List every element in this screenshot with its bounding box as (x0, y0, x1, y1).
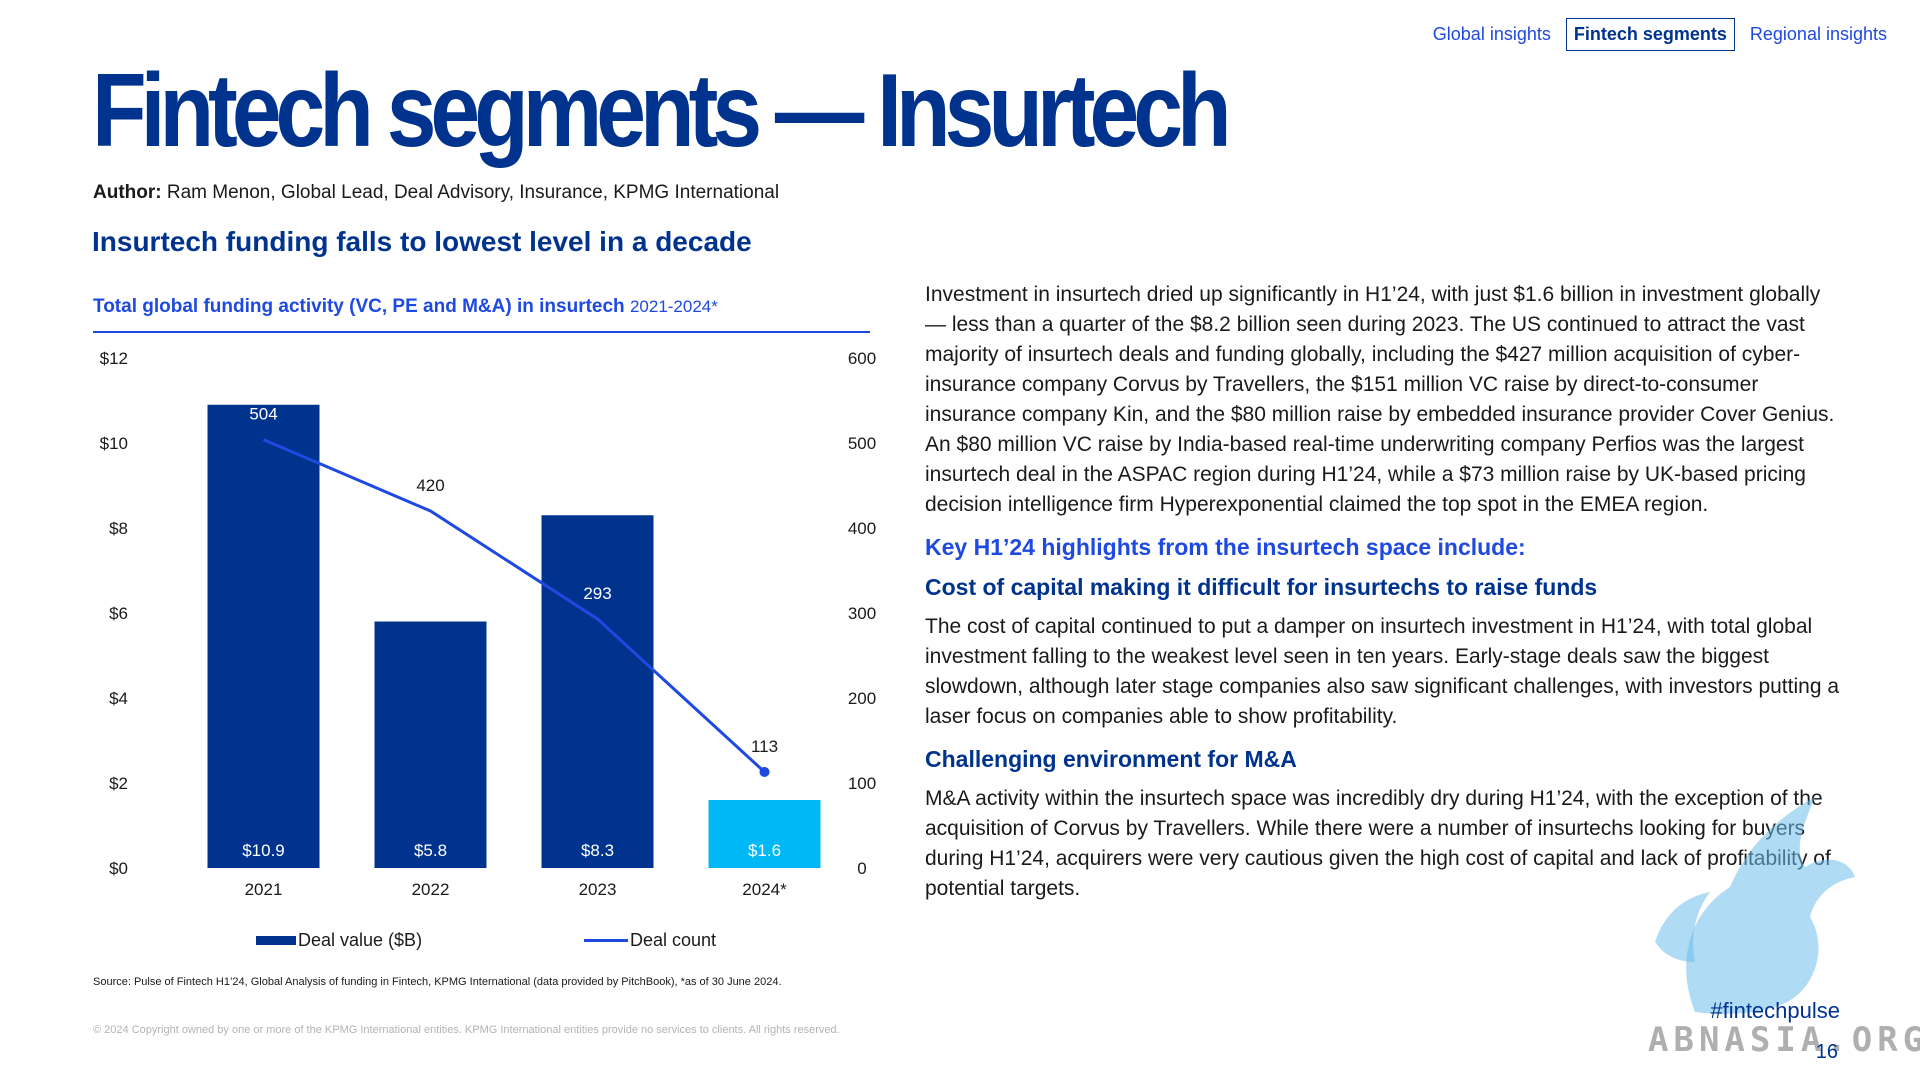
bar-value-label: $8.3 (581, 841, 614, 860)
cost-of-capital-heading: Cost of capital making it difficult for … (925, 574, 1598, 600)
chart-subtitle: 2021-2024* (629, 297, 718, 316)
y-right-tick-label: 300 (848, 604, 876, 623)
chart-title: Total global funding activity (VC, PE an… (93, 296, 718, 318)
top-nav: Global insights Fintech segments Regiona… (1426, 18, 1894, 51)
nav-fintech-segments[interactable]: Fintech segments (1565, 18, 1735, 51)
bar-value-label: $5.8 (414, 841, 447, 860)
legend-deal-count: Deal count (584, 930, 716, 951)
bar-value-label: $10.9 (242, 841, 285, 860)
x-tick-label: 2023 (579, 880, 617, 899)
y-left-tick-label: $6 (109, 604, 128, 623)
y-right-tick-label: 100 (848, 774, 876, 793)
intro-paragraph: Investment in insurtech dried up signifi… (925, 283, 1835, 516)
nav-regional-insights[interactable]: Regional insights (1749, 24, 1887, 44)
author-text: Ram Menon, Global Lead, Deal Advisory, I… (166, 182, 780, 203)
ma-environment-heading: Challenging environment for M&A (925, 746, 1297, 772)
y-right-tick-label: 200 (848, 689, 876, 708)
bar (541, 515, 654, 868)
x-tick-label: 2022 (412, 880, 450, 899)
legend-line-swatch (584, 939, 628, 942)
ma-environment-paragraph: M&A activity within the insurtech space … (925, 787, 1831, 900)
x-tick-label: 2024* (742, 880, 787, 899)
deal-count-line (262, 438, 766, 774)
page-number: 16 (1815, 1041, 1838, 1063)
y-left-tick-label: $0 (109, 859, 128, 878)
deal-count-label: 420 (416, 476, 444, 495)
copyright-notice: © 2024 Copyright owned by one or more of… (93, 1024, 840, 1036)
chart-title-rule (93, 331, 870, 333)
section-subheading: Insurtech funding falls to lowest level … (92, 226, 752, 257)
griffin-logo-icon (1655, 797, 1855, 1014)
key-highlights-heading: Key H1’24 highlights from the insurtech … (925, 534, 1526, 560)
bar-value-label: $1.6 (748, 841, 781, 860)
author-label: Author: (93, 182, 162, 203)
bar (207, 404, 320, 868)
deal-count-endpoint (759, 766, 770, 777)
funding-chart: $0 $2 $4 $6 $8 $10 $12 0 100 200 300 400 500 600 $10.9… (100, 349, 877, 899)
y-right-tick-label: 0 (857, 859, 866, 878)
page-title: Fintech segments — Insurtech (92, 53, 1232, 169)
body-text: Investment in insurtech dried up signifi… (925, 280, 1845, 916)
legend-deal-value: Deal value ($B) (256, 930, 422, 951)
y-left-tick-label: $4 (109, 689, 128, 708)
author-line: Author: Ram Menon, Global Lead, Deal Adv… (93, 182, 779, 204)
watermark-text: ABNASIA.ORG (1648, 1020, 1920, 1060)
legend-bar-swatch (256, 936, 296, 945)
chart-title-text: Total global funding activity (VC, PE an… (93, 296, 625, 317)
y-left-tick-label: $10 (100, 434, 128, 453)
y-left-tick-label: $2 (109, 774, 128, 793)
legend-deal-count-label: Deal count (630, 930, 717, 950)
y-left-tick-label: $12 (100, 349, 128, 368)
x-tick-label: 2021 (245, 880, 283, 899)
deal-count-label: 293 (583, 584, 611, 603)
y-right-tick-label: 500 (848, 434, 876, 453)
y-right-tick-label: 400 (848, 519, 876, 538)
chart-source: Source: Pulse of Fintech H1’24, Global A… (93, 976, 782, 988)
bar (374, 621, 487, 868)
y-right-tick-label: 600 (848, 349, 876, 368)
legend-deal-value-label: Deal value ($B) (298, 930, 423, 950)
hashtag: #fintechpulse (1710, 998, 1840, 1023)
y-left-tick-label: $8 (109, 519, 128, 538)
deal-count-label: 504 (249, 405, 277, 424)
nav-global-insights[interactable]: Global insights (1432, 24, 1551, 44)
bar (708, 800, 821, 868)
cost-of-capital-paragraph: The cost of capital continued to put a d… (925, 615, 1840, 728)
deal-count-label: 113 (751, 737, 778, 756)
